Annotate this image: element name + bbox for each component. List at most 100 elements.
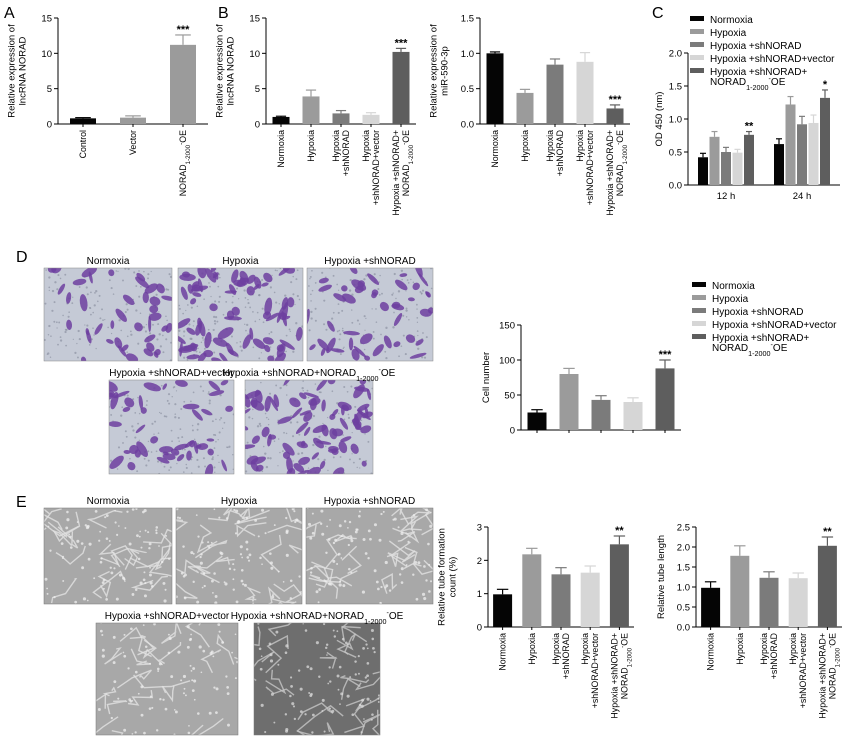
x-tick-label: 12 h [717, 191, 736, 202]
x-tick-label: NORAD1-2000-OE [619, 633, 633, 699]
x-tick-label: Hypoxia [545, 130, 555, 162]
y-tick-label: 0.5 [669, 148, 682, 159]
bar [516, 92, 534, 124]
bar [701, 587, 721, 627]
transwell-image: Normoxia [43, 256, 173, 362]
legend-label: Hypoxia +shNORAD [710, 41, 801, 52]
x-tick-label: Hypoxia [306, 130, 316, 162]
x-tick-label: +shNORAD+vector [798, 633, 808, 708]
x-tick-label: 24 h [793, 191, 812, 202]
legend-label: Hypoxia [712, 294, 749, 305]
bar [797, 124, 807, 185]
y-tick-label: 15 [249, 14, 260, 25]
legend-swatch [692, 321, 706, 326]
bar [698, 157, 708, 185]
bar [774, 144, 784, 185]
y-tick-label: 100 [499, 356, 515, 367]
bar [606, 108, 624, 124]
y-tick-label: 15 [41, 14, 52, 25]
x-tick-label: Hypoxia [735, 633, 745, 665]
image-caption: Hypoxia [221, 496, 258, 507]
bar [817, 545, 837, 627]
panel-label-a: A [4, 5, 15, 22]
x-tick-label: +shNORAD+vector [371, 130, 381, 205]
legend-swatch [690, 16, 704, 21]
bar [392, 51, 410, 124]
legend-label: NORAD1-2000-OE [710, 74, 786, 92]
image-caption: Hypoxia +shNORAD+NORAD1-2000-OE [231, 608, 404, 626]
x-tick-label: Hypoxia [580, 633, 590, 665]
y-tick-label: 0 [477, 623, 482, 634]
y-tick-label: 2.5 [677, 523, 690, 534]
legend: Normoxia Hypoxia Hypoxia +shNORAD Hypoxia +… [690, 15, 835, 92]
y-tick-label: 1.5 [669, 82, 682, 93]
x-tick-label: +shNORAD+vector [590, 633, 600, 708]
x-tick-label: Hypoxia +shNORAD+ [391, 130, 401, 216]
legends-layer: Normoxia Hypoxia Hypoxia +shNORAD Hypoxia +… [690, 15, 837, 358]
bar [272, 116, 290, 124]
significance-label: *** [609, 94, 623, 106]
y-axis-label: Relative expression of [215, 24, 226, 118]
y-tick-label: 1 [477, 589, 482, 600]
bar [576, 61, 594, 124]
panel-label-d: D [16, 249, 28, 266]
transwell-image: Hypoxia +shNORAD+NORAD1-2000-OE [223, 365, 396, 475]
tube-formation-image: Hypoxia +shNORAD [305, 496, 434, 605]
bar [522, 554, 542, 627]
legend-swatch [692, 308, 706, 313]
transwell-image: Hypoxia +shNORAD+vector [108, 368, 234, 475]
image-caption: Normoxia [87, 496, 130, 507]
x-tick-label: Control [78, 130, 88, 158]
legend-swatch [690, 42, 704, 47]
y-tick-label: 10 [249, 49, 260, 60]
bar [170, 44, 196, 124]
bar [820, 97, 830, 185]
bar [546, 64, 564, 124]
bar [732, 152, 743, 185]
tube-formation-image: Hypoxia [175, 496, 303, 605]
transwell-image: Hypoxia +shNORAD [306, 256, 434, 362]
y-tick-label: 10 [41, 49, 52, 60]
x-tick-label: Hypoxia +shNORAD+ [609, 633, 619, 719]
bar [808, 122, 819, 185]
y-axis-label: Relative expression of [7, 24, 18, 118]
legend-swatch [692, 282, 706, 287]
x-tick-label: Vector [128, 130, 138, 155]
y-axis-label: OD 450 (nm) [654, 92, 665, 147]
chart-e2: 0.0 0.5 1.0 1.5 2.0 2.5 Relative tube length No… [656, 523, 842, 719]
image-caption: Hypoxia [222, 256, 259, 267]
y-tick-label: 0 [510, 426, 515, 437]
y-tick-label: 50 [504, 391, 515, 402]
x-tick-label: +shNORAD [555, 130, 565, 176]
x-tick-label: Normoxia [706, 633, 716, 671]
bar [623, 402, 643, 430]
x-tick-label: Normoxia [498, 633, 508, 671]
chart-c: 0.0 0.5 1.0 1.5 2.0 OD 450 (nm) ** 12 h * 24 h [654, 49, 840, 202]
legend-label: Normoxia [712, 281, 755, 292]
x-tick-label: Normoxia [276, 130, 286, 168]
bar [709, 136, 720, 185]
y-tick-label: 1.0 [677, 583, 690, 594]
x-tick-label: +shNORAD+vector [585, 130, 595, 205]
legend: Normoxia Hypoxia Hypoxia +shNORAD Hypoxia +… [692, 281, 837, 358]
legend-label: Hypoxia +shNORAD+ [712, 333, 809, 344]
y-tick-label: 0.0 [677, 623, 690, 634]
bar [730, 555, 750, 627]
y-tick-label: 150 [499, 321, 515, 332]
x-tick-label: Hypoxia [361, 130, 371, 162]
tube-formation-image: Hypoxia +shNORAD+vector [95, 611, 239, 736]
bar [527, 412, 547, 430]
bar [486, 53, 504, 125]
y-tick-label: 0.5 [461, 84, 474, 95]
y-tick-label: 1.0 [461, 49, 474, 60]
panel-label-c: C [652, 5, 664, 22]
significance-label: ** [615, 525, 624, 537]
x-tick-label: Hypoxia [551, 633, 561, 665]
y-tick-label: 0.0 [461, 120, 474, 131]
x-tick-label: Hypoxia [788, 633, 798, 665]
y-axis-label: lncRNA NORAD [226, 37, 237, 106]
y-axis-label: Relative tube formation [437, 528, 448, 626]
y-tick-label: 0.5 [677, 603, 690, 614]
significance-label: ** [823, 526, 832, 538]
bar [70, 118, 96, 124]
